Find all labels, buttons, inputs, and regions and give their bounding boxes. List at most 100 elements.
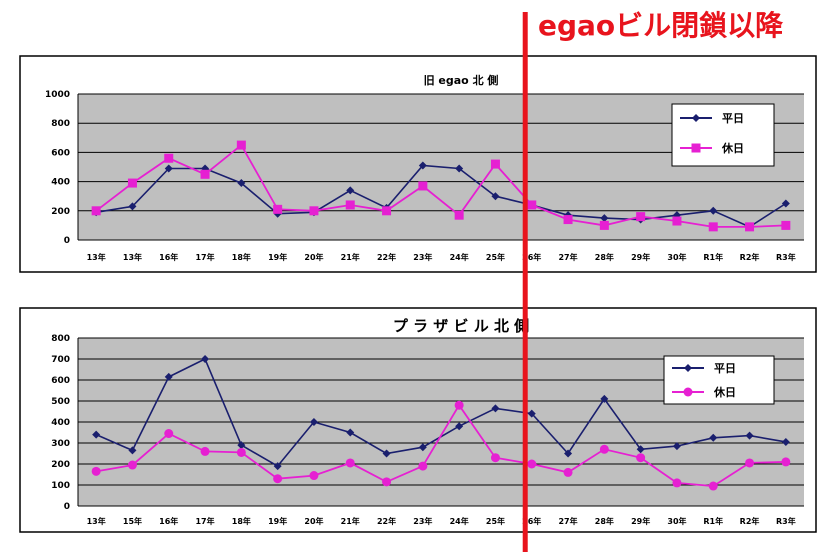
chart2-holiday-point: [708, 481, 718, 491]
chart2-holiday-point: [382, 477, 392, 487]
chart2-x-tick-label: 18年: [232, 516, 251, 526]
chart2-weekday-point: [237, 441, 246, 450]
chart1-holiday-point: [781, 220, 791, 230]
chart2-holiday-point: [236, 447, 246, 457]
chart1-y-tick-label: 800: [51, 119, 70, 129]
chart2-x-tick-label: 23年: [413, 516, 432, 526]
chart2-weekday-point: [491, 404, 500, 413]
chart1-holiday-point: [200, 169, 210, 179]
chart1-title: 旧 egao 北 側: [424, 73, 499, 87]
chart2-weekday-point: [672, 442, 681, 451]
chart2-holiday-point: [745, 458, 755, 468]
chart2-holiday-point: [672, 478, 682, 488]
chart1-legend-label-holiday: 休日: [721, 141, 744, 155]
chart1-y-tick-label: 200: [51, 207, 70, 217]
chart1-holiday-point: [418, 181, 428, 191]
chart2-weekday-point: [164, 372, 173, 381]
chart2-x-tick-label: R2年: [740, 516, 760, 526]
chart1-weekday-point: [781, 199, 790, 208]
chart2-holiday-point: [563, 467, 573, 477]
chart1-x-tick-label: 20年: [304, 252, 323, 262]
chart1-holiday-point: [563, 215, 573, 225]
chart1-weekday-point: [418, 161, 427, 170]
chart1-weekday-point: [128, 202, 137, 211]
chart2-title: プ ラ ザ ビ ル 北 側: [393, 317, 529, 335]
chart1-x-tick-label: 21年: [341, 252, 360, 262]
chart2-x-tick-label: 29年: [631, 516, 650, 526]
chart2-x-tick-label: 30年: [667, 516, 686, 526]
chart1-legend-holiday-marker: [691, 143, 701, 153]
chart2-holiday-point: [345, 458, 355, 468]
chart1-x-tick-label: 24年: [450, 252, 469, 262]
chart2-x-tick-label: 25年: [486, 516, 505, 526]
chart1-holiday-point: [672, 216, 682, 226]
chart2-weekday-point: [346, 428, 355, 437]
chart1-x-tick-label: 26年: [522, 252, 541, 262]
chart1-x-tick-label: 13年: [123, 252, 142, 262]
chart2-x-tick-label: 13年: [87, 516, 106, 526]
chart1-holiday-point: [382, 206, 392, 216]
chart2-weekday-point: [273, 462, 282, 471]
chart1-holiday-point: [127, 178, 137, 188]
chart2-weekday-point: [418, 443, 427, 452]
chart2-holiday-point: [454, 400, 464, 410]
chart2-x-tick-label: 17年: [195, 516, 214, 526]
chart2-weekday-point: [600, 394, 609, 403]
chart2-series-holiday-line: [96, 403, 786, 488]
chart1-x-tick-label: 27年: [558, 252, 577, 262]
chart2-weekday-point: [564, 449, 573, 458]
chart2-weekday-point: [128, 446, 137, 455]
chart1-holiday-point: [91, 206, 101, 216]
chart2-legend-box: [663, 355, 775, 405]
chart1-x-tick-label: 18年: [232, 252, 251, 262]
chart1-holiday-point: [745, 222, 755, 232]
chart1-holiday-point: [236, 140, 246, 150]
chart2-weekday-point: [382, 449, 391, 458]
chart1-x-tick-label: R1年: [703, 252, 723, 262]
chart2-y-tick-label: 200: [51, 460, 70, 470]
chart1-holiday-point: [345, 200, 355, 210]
chart2-holiday-point: [490, 453, 500, 463]
chart1-holiday-point: [454, 210, 464, 220]
chart2-x-tick-label: 28年: [595, 516, 614, 526]
chart1-weekday-point: [491, 192, 500, 201]
chart2-holiday-point: [599, 444, 609, 454]
chart2-x-tick-label: 24年: [450, 516, 469, 526]
chart1-x-tick-label: 28年: [595, 252, 614, 262]
chart2-x-tick-label: 16年: [159, 516, 178, 526]
chart2-holiday-point: [200, 446, 210, 456]
chart1-x-tick-label: R2年: [740, 252, 760, 262]
chart2-y-tick-label: 0: [64, 502, 70, 512]
chart1-weekday-point: [455, 164, 464, 173]
chart1-weekday-point: [237, 179, 246, 188]
chart2-legend-weekday-marker: [684, 364, 692, 372]
chart1-weekday-point: [164, 164, 173, 173]
chart2-weekday-point: [781, 437, 790, 446]
chart1-weekday-point: [600, 214, 609, 223]
chart2-weekday-point: [527, 409, 536, 418]
chart1-y-tick-label: 600: [51, 148, 70, 158]
chart1-y-tick-label: 400: [51, 178, 70, 188]
chart1-x-tick-label: 30年: [667, 252, 686, 262]
chart2-y-tick-label: 300: [51, 439, 70, 449]
chart2-weekday-point: [745, 431, 754, 440]
chart2-holiday-point: [273, 474, 283, 484]
chart2-holiday-point: [91, 466, 101, 476]
chart2-x-tick-label: R3年: [776, 516, 796, 526]
chart1-weekday-point: [709, 206, 718, 215]
chart2-y-tick-label: 400: [51, 418, 70, 428]
chart1-x-tick-label: 22年: [377, 252, 396, 262]
chart2-weekday-point: [309, 418, 318, 426]
chart2-y-tick-label: 800: [51, 334, 70, 344]
chart1-x-tick-label: 25年: [486, 252, 505, 262]
chart2-weekday-point: [709, 433, 718, 442]
chart2-holiday-point: [636, 453, 646, 463]
chart2-x-tick-label: 20年: [304, 516, 323, 526]
chart2-x-tick-label: 15年: [123, 516, 142, 526]
chart2-x-tick-label: 22年: [377, 516, 396, 526]
chart2-legend-label-holiday: 休日: [713, 385, 736, 399]
chart2-y-tick-label: 700: [51, 355, 70, 365]
chart1-x-tick-label: 23年: [413, 252, 432, 262]
chart1-holiday-point: [309, 206, 319, 216]
